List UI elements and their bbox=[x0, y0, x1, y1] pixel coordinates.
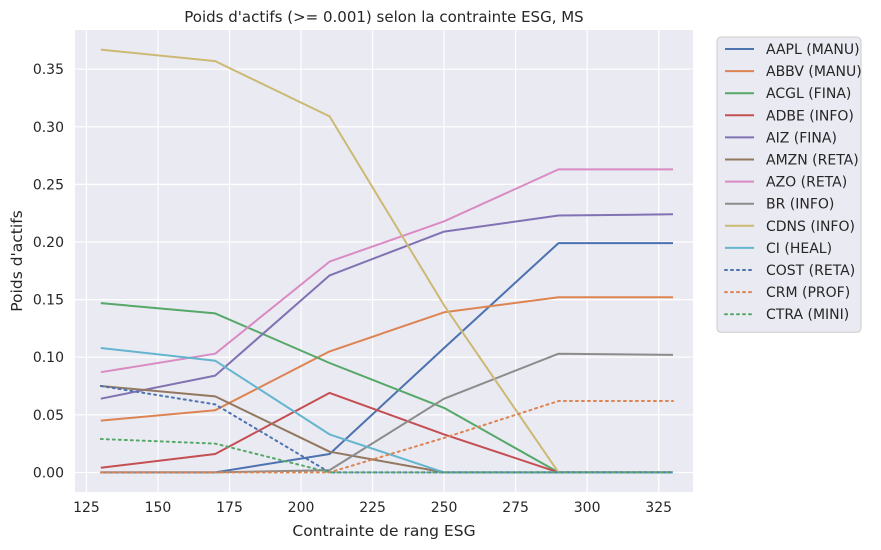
y-tick-label: 0.35 bbox=[33, 62, 64, 78]
legend-label: CTRA (MINI) bbox=[766, 307, 849, 323]
series-lines bbox=[99, 48, 674, 474]
x-tick-label: 225 bbox=[359, 500, 386, 516]
legend-label: CI (HEAL) bbox=[766, 241, 832, 257]
y-tick-label: 0.25 bbox=[33, 177, 64, 193]
legend-label: AIZ (FINA) bbox=[766, 130, 837, 146]
x-tick-label: 125 bbox=[73, 500, 100, 516]
y-tick-label: 0.00 bbox=[33, 465, 64, 481]
legend-label: AZO (RETA) bbox=[766, 175, 847, 191]
x-tick-label: 250 bbox=[431, 500, 458, 516]
x-tick-label: 175 bbox=[216, 500, 243, 516]
chart-title: Poids d'actifs (>= 0.001) selon la contr… bbox=[184, 8, 583, 26]
series-line-6 bbox=[100, 168, 673, 374]
plot-area bbox=[75, 30, 693, 492]
series-line-4 bbox=[100, 213, 674, 400]
legend-label: AAPL (MANU) bbox=[766, 42, 860, 58]
y-tick-label: 0.30 bbox=[33, 120, 64, 136]
legend-label: COST (RETA) bbox=[766, 263, 855, 279]
series-line-1 bbox=[100, 296, 673, 422]
x-tick-label: 200 bbox=[288, 500, 315, 516]
legend-label: ACGL (FINA) bbox=[766, 86, 851, 102]
legend-label: CDNS (INFO) bbox=[766, 219, 855, 235]
x-tick-label: 325 bbox=[645, 500, 672, 516]
legend: AAPL (MANU) ABBV (MANU) ACGL (FINA) ADBE (I… bbox=[716, 36, 862, 333]
legend-label: ABBV (MANU) bbox=[766, 64, 862, 80]
series-line-11 bbox=[99, 400, 674, 474]
x-tick-label: 150 bbox=[145, 500, 172, 516]
x-tick-label: 275 bbox=[502, 500, 529, 516]
legend-label: BR (INFO) bbox=[766, 197, 834, 213]
y-tick-label: 0.15 bbox=[33, 293, 64, 309]
legend-label: CRM (PROF) bbox=[766, 285, 850, 301]
y-tick-labels: 0.00 0.05 0.10 0.15 0.20 0.25 0.30 0.35 bbox=[33, 62, 64, 481]
x-tick-labels: 125 150 175 200 225 250 275 300 325 bbox=[73, 500, 672, 516]
legend-box bbox=[716, 36, 862, 333]
y-tick-label: 0.10 bbox=[33, 350, 64, 366]
legend-label: AMZN (RETA) bbox=[766, 153, 859, 169]
y-axis-label: Poids d'actifs bbox=[8, 210, 26, 311]
series-line-12 bbox=[99, 438, 674, 474]
legend-label: ADBE (INFO) bbox=[766, 108, 854, 124]
x-tick-label: 300 bbox=[574, 500, 601, 516]
y-tick-label: 0.05 bbox=[33, 408, 64, 424]
x-axis-label: Contrainte de rang ESG bbox=[292, 522, 475, 540]
y-tick-label: 0.20 bbox=[33, 235, 64, 251]
